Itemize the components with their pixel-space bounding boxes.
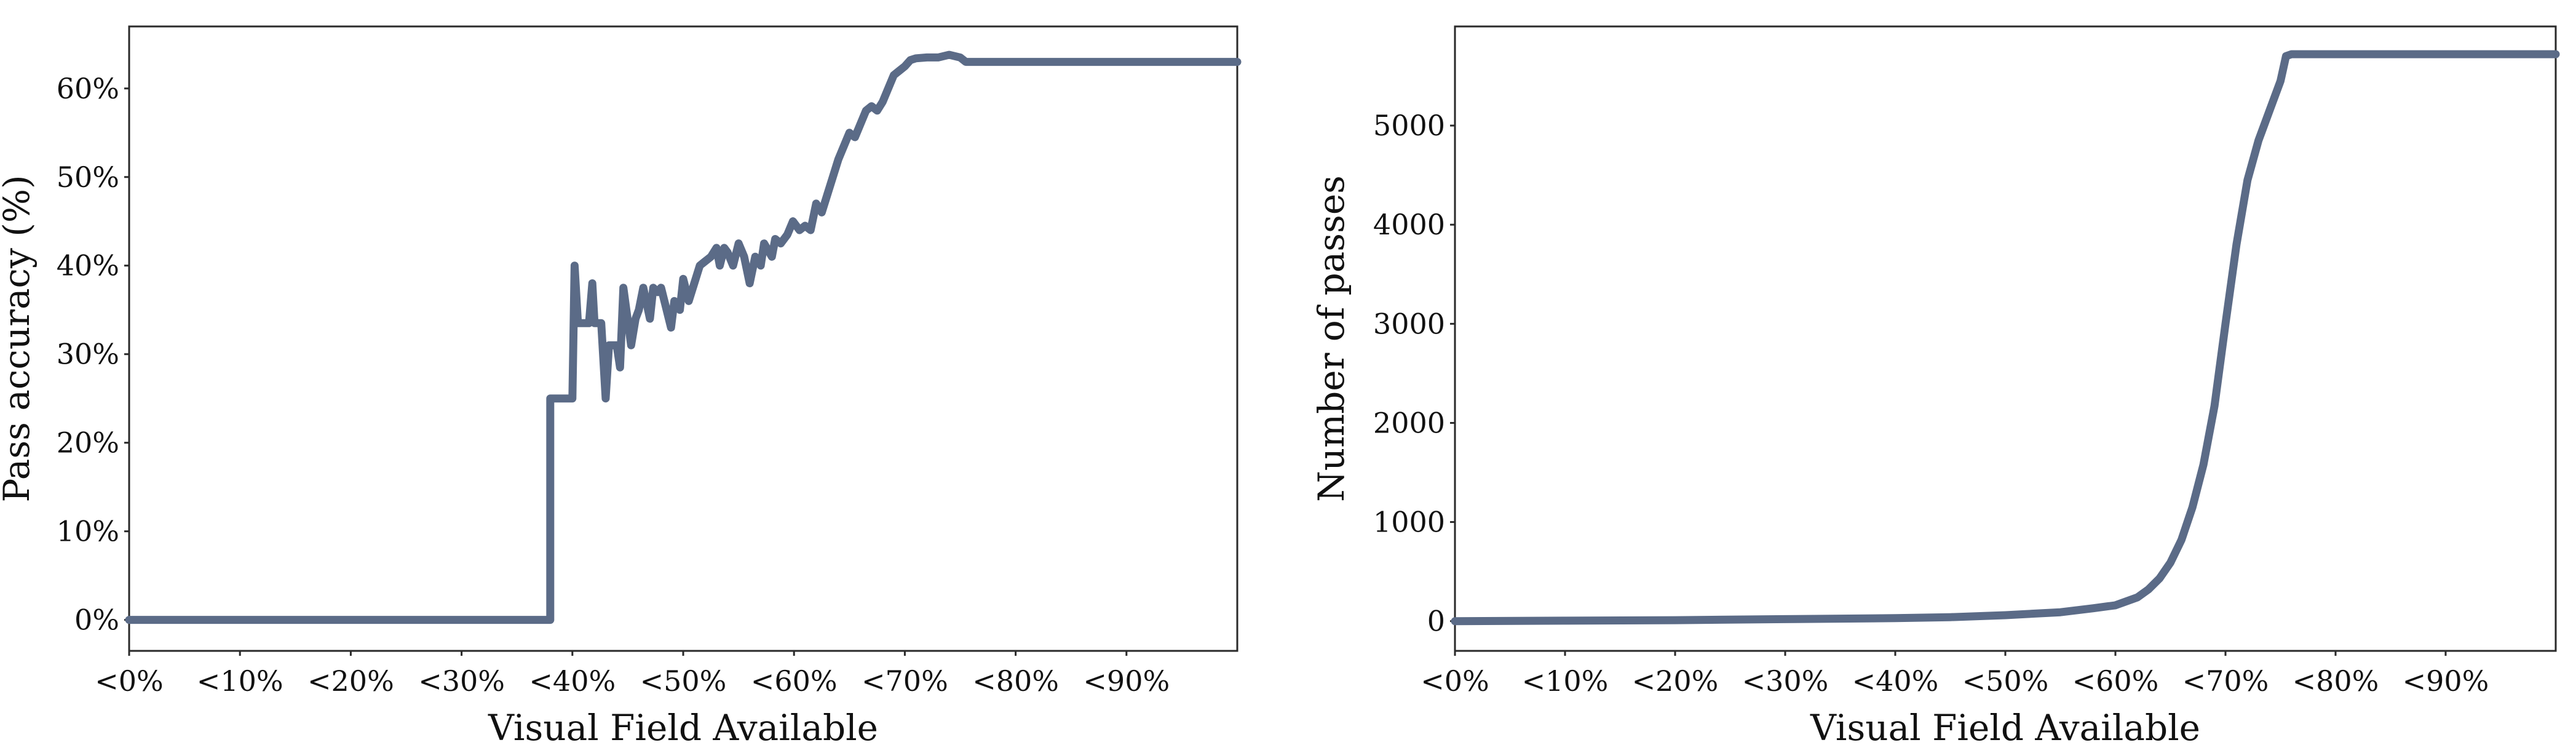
passes-y-tick-label: 4000 [1373, 208, 1445, 241]
passes-y-tick-label: 1000 [1373, 506, 1445, 539]
pass-accuracy-x-tick-label: <80% [972, 664, 1059, 698]
number-of-passes-chart: <0% <10% <20% <30% <40% <50% <60% <70% <80% <90% 0… [1310, 25, 2560, 749]
passes-y-tick-label: 0 [1427, 605, 1445, 638]
pass-accuracy-y-axis-title: Pass accuracy (%) [0, 175, 38, 502]
passes-x-tick-label: <50% [1962, 664, 2049, 698]
passes-x-tick-label: <20% [1632, 664, 1719, 698]
passes-x-tick-label: <90% [2403, 664, 2489, 698]
pass-accuracy-x-axis-title: Visual Field Available [488, 707, 878, 749]
passes-series-line [1451, 50, 2560, 626]
pass-accuracy-x-tick-label: <90% [1083, 664, 1170, 698]
pass-accuracy-x-tick-label: <40% [529, 664, 616, 698]
passes-y-axis-title: Number of passes [1310, 175, 1352, 502]
passes-x-tick-label: <40% [1852, 664, 1939, 698]
passes-x-tick-label: <0% [1421, 664, 1489, 698]
pass-accuracy-x-tick-label: <60% [751, 664, 838, 698]
pass-accuracy-y-tick-label: 20% [57, 426, 119, 460]
pass-accuracy-y-tick-label: 60% [57, 72, 119, 105]
passes-y-tick-label: 5000 [1373, 109, 1445, 142]
passes-x-tick-label: <70% [2182, 664, 2269, 698]
pass-accuracy-chart: <0% <10% <20% <30% <40% <50% <60% <70% <80% <90% 0… [0, 25, 1242, 749]
pass-accuracy-y-tick-label: 30% [57, 338, 119, 371]
pass-accuracy-series-line [125, 50, 1242, 624]
pass-accuracy-y-tick-label: 10% [57, 515, 119, 548]
pass-accuracy-y-tick-label: 50% [57, 161, 119, 194]
pass-accuracy-y-tick-label: 40% [57, 249, 119, 282]
pass-accuracy-x-tick-label: <50% [640, 664, 727, 698]
pass-accuracy-x-tick-label: <70% [862, 664, 948, 698]
pass-accuracy-plot-frame [128, 25, 1238, 652]
passes-y-tick-label: 2000 [1373, 406, 1445, 439]
passes-y-tick-label: 3000 [1373, 307, 1445, 340]
passes-x-tick-label: <30% [1742, 664, 1829, 698]
pass-accuracy-x-tick-label: <30% [418, 664, 505, 698]
passes-x-tick-label: <10% [1522, 664, 1609, 698]
pass-accuracy-x-tick-label: <10% [197, 664, 283, 698]
passes-x-tick-label: <60% [2072, 664, 2159, 698]
pass-accuracy-y-tick-label: 0% [74, 604, 119, 637]
passes-plot-frame [1454, 25, 2557, 652]
pass-accuracy-x-tick-label: <0% [95, 664, 164, 698]
passes-x-tick-label: <80% [2293, 664, 2379, 698]
passes-x-axis-title: Visual Field Available [1810, 707, 2200, 749]
pass-accuracy-x-tick-label: <20% [307, 664, 394, 698]
